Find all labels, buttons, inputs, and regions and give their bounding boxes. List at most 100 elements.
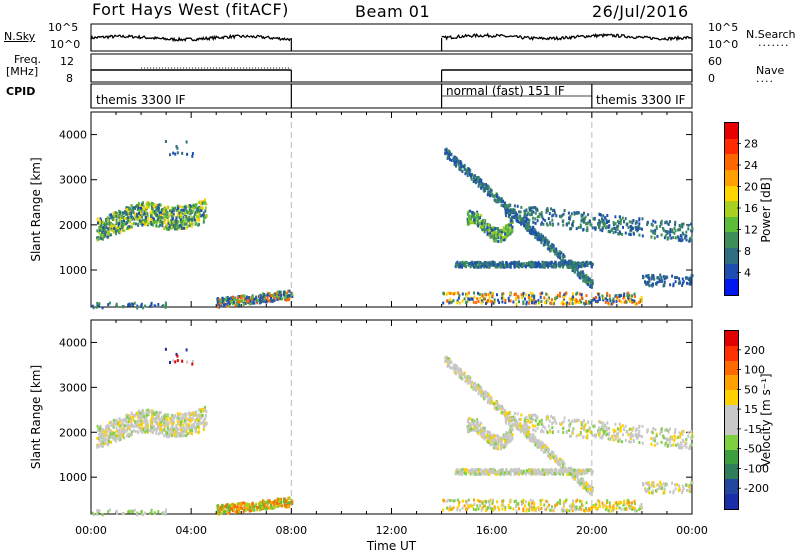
echo-cell: [488, 436, 491, 440]
echo-cell: [494, 238, 496, 242]
echo-cell: [140, 205, 143, 209]
echo-cell: [583, 275, 586, 278]
echo-cell: [128, 207, 131, 211]
echo-cell: [562, 212, 565, 216]
echo-cell: [243, 507, 246, 511]
echo-cell: [196, 418, 199, 422]
echo-cell: [448, 360, 451, 364]
echo-cell: [140, 420, 143, 424]
echo-cell: [200, 416, 203, 420]
echo-cell: [487, 185, 490, 189]
echo-cell: [96, 238, 99, 242]
echo-cell: [502, 226, 505, 230]
echo-cell: [195, 429, 198, 432]
echo-cell: [545, 210, 548, 214]
x-tick-label: 08:00: [275, 524, 307, 537]
echo-cell: [223, 304, 226, 307]
echo-cell: [508, 227, 511, 231]
echo-cell: [196, 208, 199, 212]
echo-cell: [583, 419, 585, 423]
echo-cell: [465, 468, 468, 472]
echo-cell: [546, 238, 549, 242]
echo-cell: [660, 219, 663, 223]
echo-cell: [166, 226, 169, 229]
echo-cell: [160, 212, 162, 216]
echo-cell: [236, 296, 239, 299]
echo-cell: [163, 428, 166, 432]
echo-cell: [530, 468, 533, 471]
echo-cell: [147, 217, 149, 220]
echo-cell: [113, 431, 116, 435]
echo-cell: [111, 425, 114, 429]
echo-cell: [563, 468, 566, 471]
echo-cell: [560, 468, 563, 472]
echo-cell: [672, 443, 675, 447]
echo-group-1: [466, 417, 514, 451]
echo-cell: [543, 468, 546, 472]
echo-cell: [189, 221, 192, 225]
echo-cell: [132, 429, 135, 433]
echo-cell: [178, 423, 181, 427]
echo-cell: [280, 500, 283, 504]
echo-cell: [125, 413, 128, 417]
echo-cell: [276, 290, 279, 294]
echo-cell: [178, 211, 181, 215]
echo-cell: [493, 231, 496, 235]
y-tick-label: 4000: [59, 129, 87, 142]
echo-cell: [519, 215, 522, 219]
echo-cell: [473, 387, 476, 391]
echo-cell: [130, 204, 133, 207]
echo-cell: [115, 218, 118, 222]
echo-cell: [485, 186, 488, 190]
echo-cell: [153, 428, 155, 432]
colorbar-segment: [725, 248, 738, 264]
echo-cell: [580, 420, 583, 424]
echo-cell: [496, 227, 499, 230]
echo-cell: [117, 423, 120, 427]
echo-cell: [193, 215, 196, 219]
echo-cell: [638, 226, 641, 230]
echo-cell: [502, 470, 505, 474]
echo-cell: [552, 455, 555, 459]
echo-cell: [579, 472, 582, 476]
echo-cell: [256, 505, 259, 509]
power-colorbar-label: 12: [744, 224, 758, 237]
echo-cell: [505, 471, 508, 475]
echo-cell: [108, 222, 111, 226]
echo-cell: [154, 219, 157, 223]
echo-cell: [683, 236, 686, 240]
echo-cell: [139, 204, 142, 207]
echo-cell: [146, 221, 149, 225]
echo-cell: [478, 468, 481, 472]
echo-cell: [155, 418, 158, 422]
noise-sky-trace-2: [441, 32, 693, 42]
echo-cell: [101, 225, 104, 229]
echo-cell: [138, 427, 141, 430]
echo-cell: [98, 231, 101, 235]
echo-cell: [149, 304, 152, 308]
echo-cell: [505, 234, 508, 238]
echo-cell: [554, 468, 557, 472]
colorbar-segment: [725, 464, 738, 480]
echo-cell: [150, 421, 153, 425]
echo-cell: [288, 289, 291, 293]
echo-cell: [452, 367, 455, 370]
echo-cell: [469, 428, 472, 432]
echo-cell: [470, 174, 473, 178]
echo-cell: [97, 444, 100, 448]
echo-cell: [495, 264, 498, 268]
echo-cell: [477, 386, 480, 390]
echo-cell: [477, 213, 480, 217]
echo-cell: [113, 224, 116, 228]
echo-cell: [193, 425, 196, 429]
echo-cell: [474, 468, 477, 472]
echo-cell: [260, 502, 262, 506]
echo-cell: [591, 262, 594, 266]
echo-cell: [487, 231, 490, 235]
echo-cell: [552, 472, 555, 476]
echo-cell: [483, 221, 486, 225]
echo-cell: [240, 503, 243, 507]
echo-cell: [248, 302, 251, 306]
echo-cell: [257, 502, 260, 506]
echo-cell: [512, 468, 515, 472]
